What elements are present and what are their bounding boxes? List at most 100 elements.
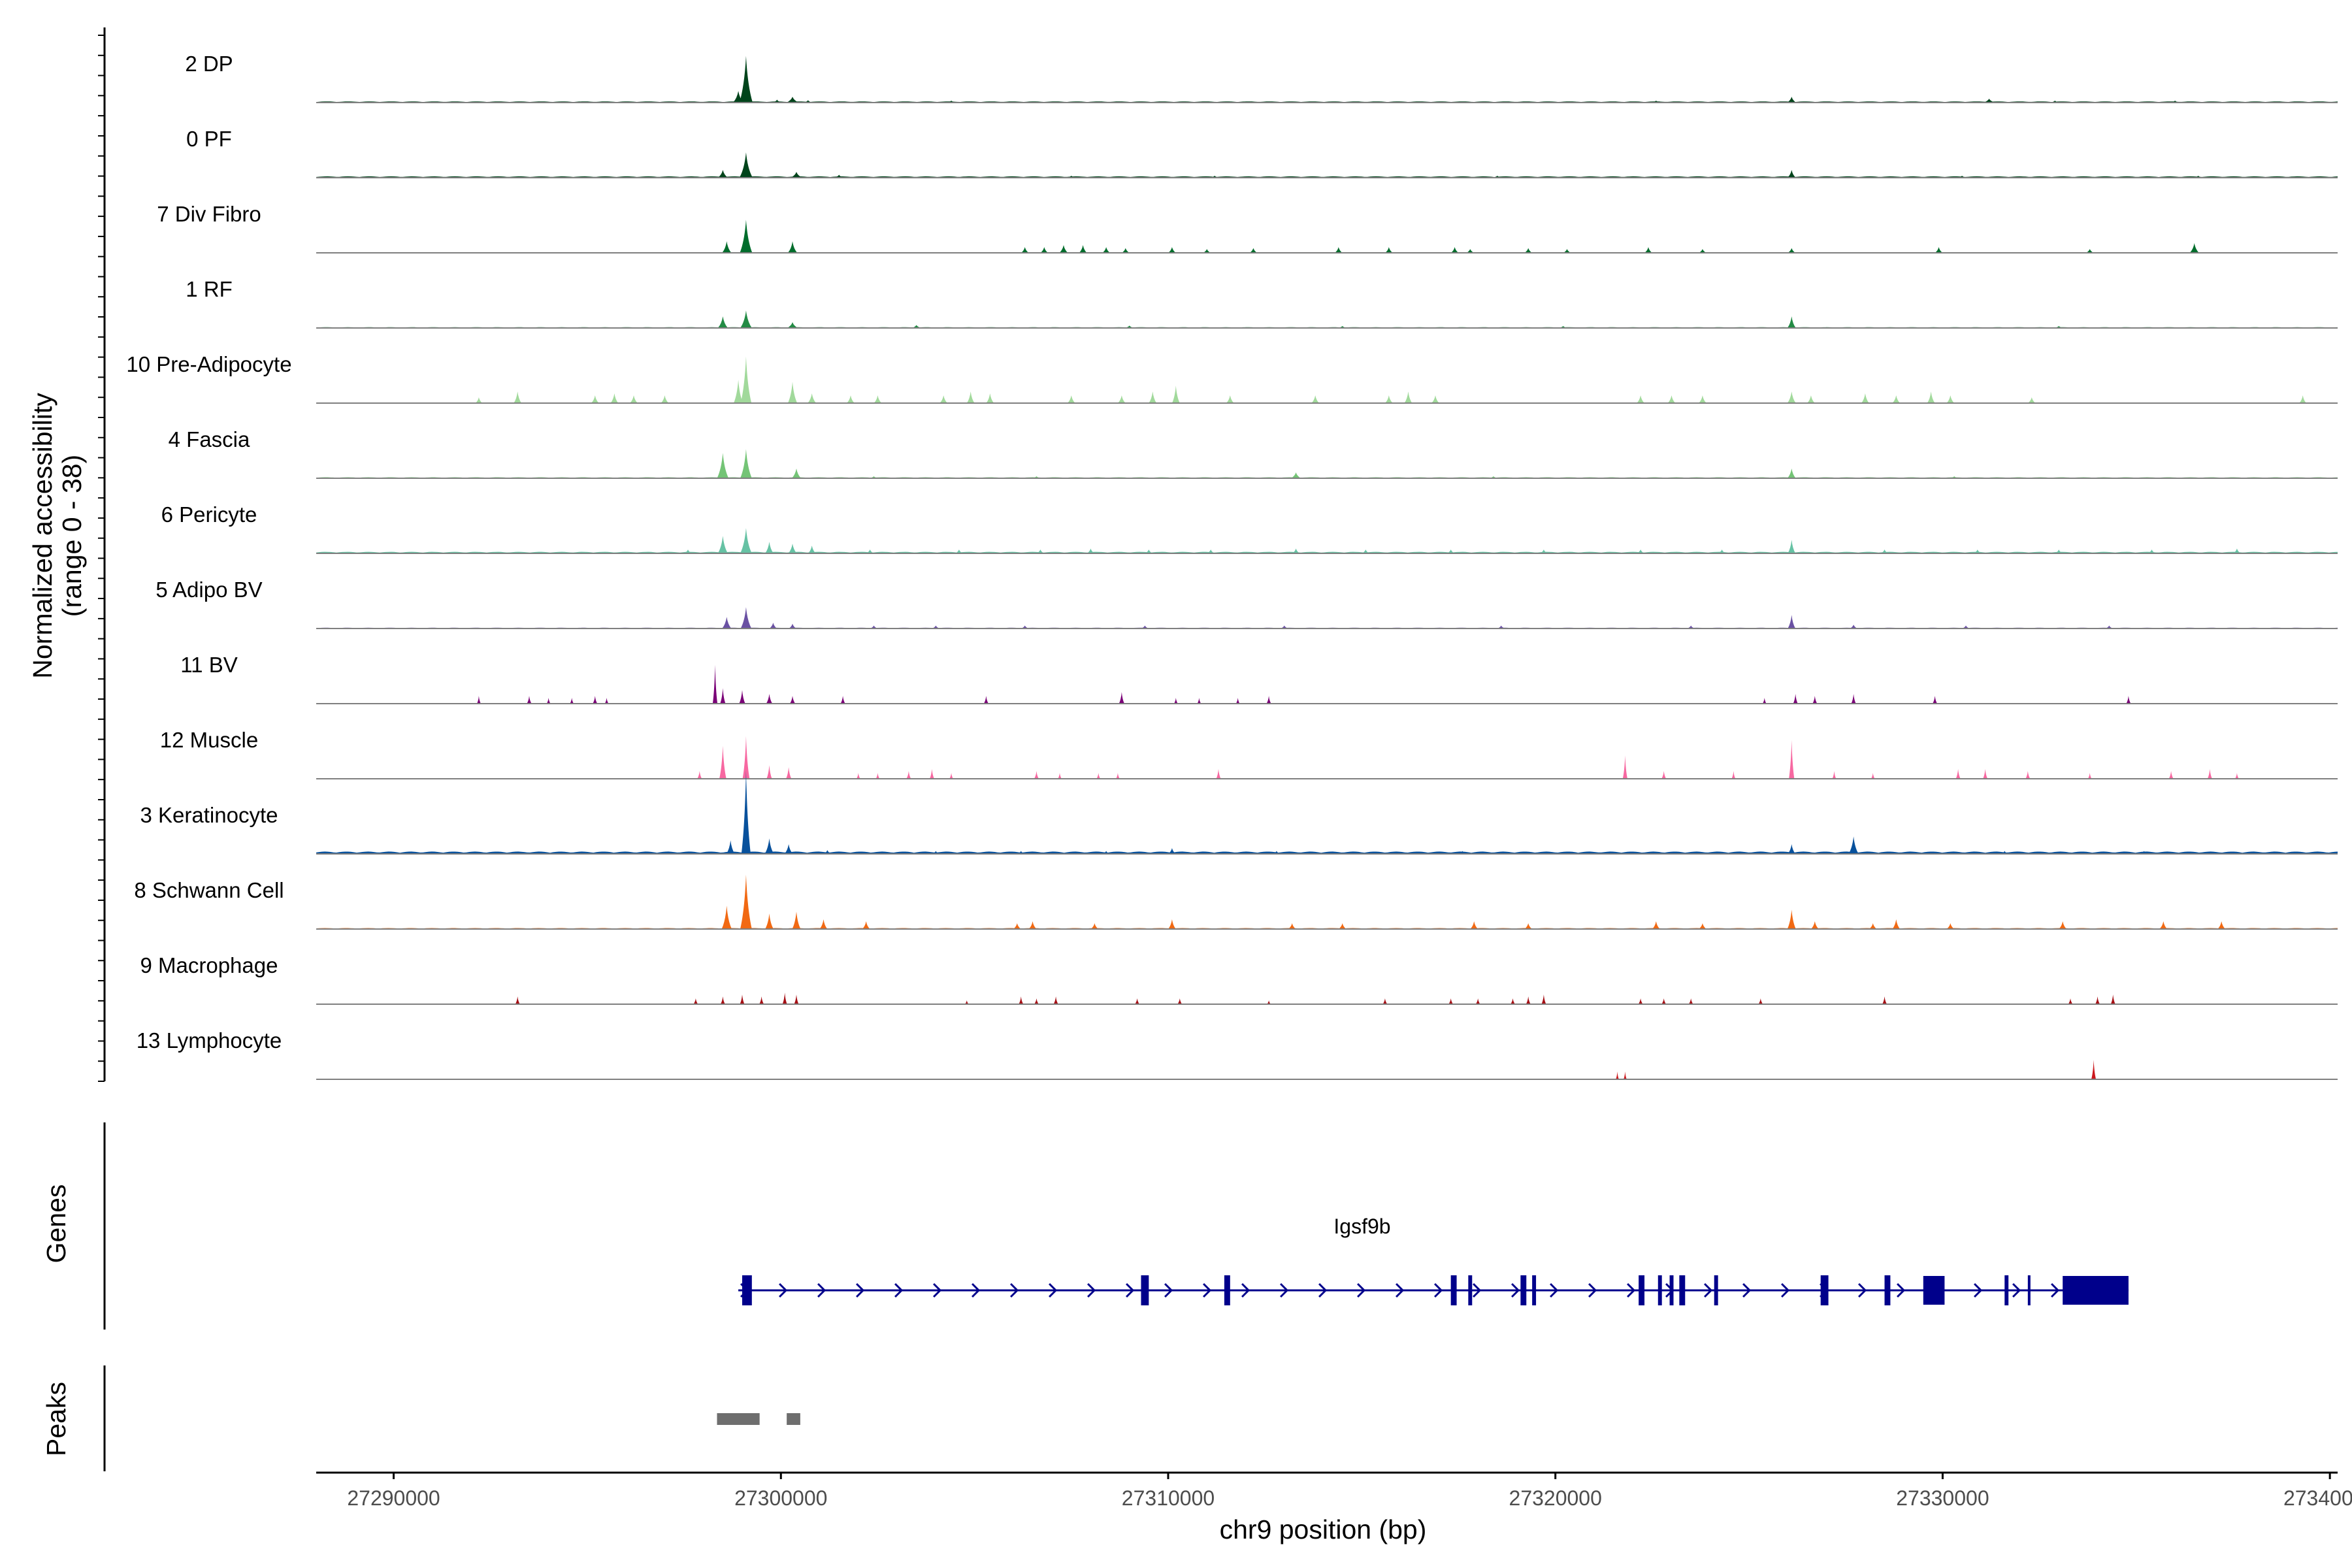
coverage-peak xyxy=(939,395,948,403)
strand-arrow-icon xyxy=(1203,1282,1212,1298)
coverage-peak xyxy=(1266,696,1271,704)
coverage-peak xyxy=(1962,625,1970,629)
coverage-peak xyxy=(1273,851,1281,854)
x-tick-label: 27290000 xyxy=(347,1486,440,1510)
coverage-peak xyxy=(1882,996,1887,1004)
coverage-peak xyxy=(1637,549,1644,553)
coverage-peak xyxy=(1013,923,1021,929)
coverage-peak xyxy=(591,395,599,403)
coverage-track: 6 Pericyte xyxy=(161,502,2338,554)
coverage-track: 12 Muscle xyxy=(160,728,2338,779)
coverage-peak xyxy=(2087,773,2092,779)
peak-region xyxy=(717,1413,760,1425)
coverage-peak xyxy=(1117,395,1126,403)
coverage-peak xyxy=(1028,921,1037,929)
coverage-peak xyxy=(955,549,963,553)
coverage-peak xyxy=(2299,395,2306,403)
strand-arrow-icon xyxy=(1511,1282,1520,1298)
strand-arrow-icon xyxy=(972,1282,981,1298)
coverage-peak xyxy=(1021,625,1029,629)
coverage-peak xyxy=(1067,395,1075,403)
coverage-peak xyxy=(1787,170,1796,178)
coverage-peak xyxy=(2055,549,2063,553)
coverage-peak xyxy=(1059,245,1068,253)
coverage-peak xyxy=(787,382,798,403)
coverage-peak xyxy=(1688,998,1693,1004)
coverage-peak xyxy=(1526,996,1531,1004)
coverage-peak xyxy=(1446,549,1455,553)
coverage-peak xyxy=(1788,248,1796,253)
strand-arrow-icon xyxy=(1974,1282,1983,1298)
coverage-peak xyxy=(1624,1071,1627,1079)
coverage-peak xyxy=(929,769,934,779)
coverage-track: 10 Pre-Adipocyte xyxy=(126,352,2338,404)
coverage-peak xyxy=(1832,771,1837,779)
coverage-peak xyxy=(786,767,792,779)
track-label: 5 Adipo BV xyxy=(155,578,262,602)
peak-track xyxy=(103,1365,800,1471)
coverage-peak xyxy=(697,771,702,779)
coverage-peak xyxy=(794,994,799,1004)
tracks-layer: 2 DP 0 PF 7 Div Fibro 1 RF 10 Pre-Adipocyte 4… xyxy=(98,27,2338,1082)
coverage-peak xyxy=(1090,923,1099,929)
coverage-peak xyxy=(911,325,921,328)
coverage-peak xyxy=(1466,249,1475,253)
coverage-track: 2 DP xyxy=(185,52,2338,103)
gene-track xyxy=(103,1122,2129,1330)
coverage-track: 3 Keratinocyte xyxy=(140,770,2338,855)
strand-arrow-icon xyxy=(1318,1282,1328,1298)
x-tick-label: 27330000 xyxy=(1896,1486,1989,1510)
coverage-peak xyxy=(1983,99,1995,103)
coverage-peak xyxy=(1699,249,1707,253)
gene-exon xyxy=(2027,1275,2031,1305)
coverage-peak xyxy=(1787,97,1797,103)
coverage-peak xyxy=(717,170,728,178)
track-label: 3 Keratinocyte xyxy=(140,803,278,827)
coverage-peak xyxy=(2168,771,2174,779)
coverage-peak xyxy=(2140,851,2148,854)
coverage-peak xyxy=(717,316,728,328)
x-tick-label: 27320000 xyxy=(1509,1486,1602,1510)
coverage-peak xyxy=(593,696,598,704)
coverage-peak xyxy=(791,172,802,178)
strand-arrow-icon xyxy=(1550,1282,1559,1298)
gene-name-label: Igsf9b xyxy=(1333,1215,1390,1238)
coverage-peak xyxy=(740,449,752,478)
coverage-peak xyxy=(2025,771,2031,779)
gene-exon xyxy=(2063,1276,2129,1305)
coverage-peak xyxy=(788,544,797,553)
coverage-peak xyxy=(1149,391,1157,403)
coverage-peak xyxy=(1207,549,1215,553)
coverage-peak xyxy=(1470,921,1478,929)
coverage-peak xyxy=(1053,996,1058,1004)
coverage-peak xyxy=(1718,549,1726,553)
coverage-peak xyxy=(1177,998,1183,1004)
coverage-peak xyxy=(2068,998,2073,1004)
coverage-peak xyxy=(966,391,975,403)
coverage-peak xyxy=(477,696,481,704)
coverage-peak xyxy=(1168,919,1176,929)
coverage-peak xyxy=(1249,248,1258,253)
coverage-peak xyxy=(1637,395,1644,403)
coverage-peak xyxy=(732,91,744,103)
coverage-peak xyxy=(808,546,816,553)
coverage-peak xyxy=(1290,472,1301,478)
coverage-peak xyxy=(2148,549,2156,553)
coverage-peak xyxy=(847,395,855,403)
coverage-peak xyxy=(726,840,735,854)
strand-arrow-icon xyxy=(1357,1282,1366,1298)
coverage-peak xyxy=(630,395,638,403)
coverage-peak xyxy=(2189,243,2199,253)
strand-arrow-icon xyxy=(1473,1282,1482,1298)
coverage-peak xyxy=(870,625,878,629)
track-label: 13 Lymphocyte xyxy=(137,1028,282,1053)
coverage-peak xyxy=(527,696,532,704)
coverage-peak xyxy=(2234,773,2239,779)
coverage-peak xyxy=(765,542,774,553)
coverage-peak xyxy=(932,851,940,854)
coverage-track: 4 Fascia xyxy=(169,427,2338,479)
gene-exon xyxy=(1658,1275,1662,1305)
coverage-peak xyxy=(1168,247,1176,253)
coverage-peak xyxy=(661,395,669,403)
